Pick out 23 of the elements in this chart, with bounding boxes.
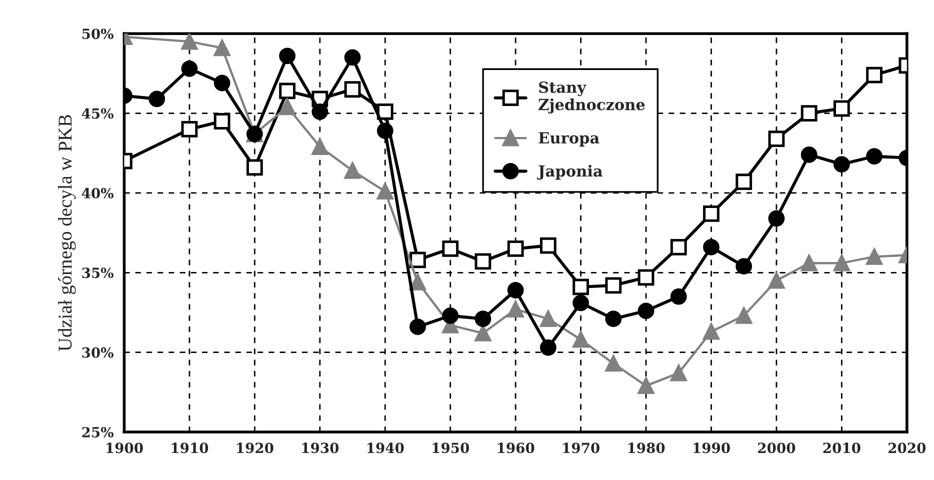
y-tick-label: 25% [82, 426, 114, 438]
y-tick-label: 45% [82, 108, 114, 119]
x-tick-label: 1950 [432, 442, 470, 454]
x-tick-label: 2010 [823, 442, 860, 454]
legend-label: Japonia [536, 164, 603, 180]
x-tick-label: 1930 [302, 442, 339, 454]
x-tick-label: 1900 [106, 442, 143, 454]
x-tick-label: 1990 [694, 442, 730, 454]
x-tick-label: 2000 [758, 442, 796, 454]
x-tick-label: 1960 [498, 442, 534, 454]
x-tick-label: 2020 [888, 442, 926, 454]
y-tick-label: 50% [82, 28, 114, 40]
y-tick-label: 30% [82, 347, 114, 358]
y-tick-label: 35% [82, 268, 114, 278]
y-axis-title: Udział górnego decyla w PKB [58, 114, 76, 352]
y-tick-label: 40% [82, 188, 114, 198]
legend-label: Stany Zjednoczone [538, 81, 645, 114]
x-tick-label: 1910 [172, 442, 208, 454]
legend-label: Europa [538, 132, 600, 147]
x-tick-label: 1980 [628, 442, 665, 454]
x-tick-label: 1940 [367, 442, 404, 454]
x-tick-label: 1970 [563, 442, 600, 454]
x-tick-label: 1920 [237, 442, 274, 454]
